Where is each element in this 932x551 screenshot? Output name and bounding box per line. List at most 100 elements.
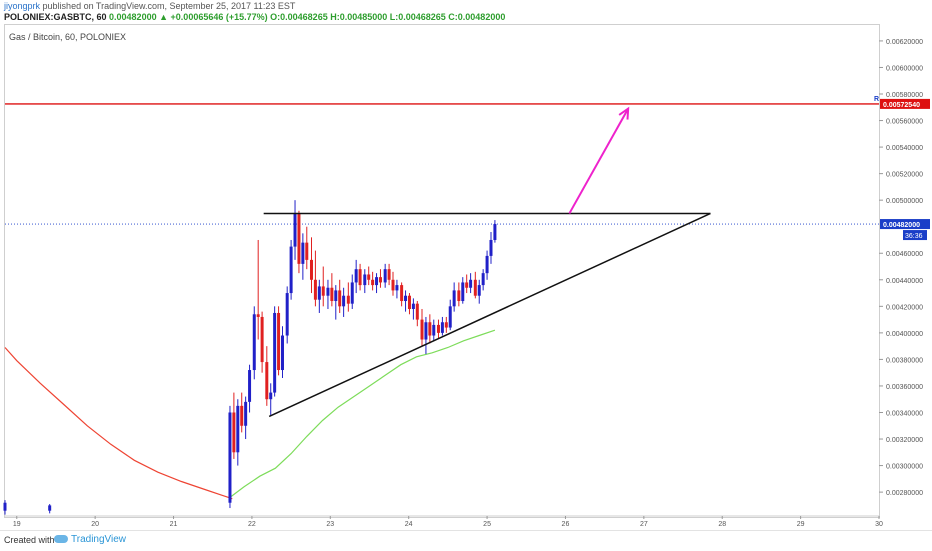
x-tick-label: 29 [797,521,805,528]
candle [469,273,473,294]
candle-body [317,286,321,300]
y-tick-label: 0.00500000 [886,198,923,205]
candle-body [444,322,448,328]
candle [432,319,436,341]
candle [383,263,387,288]
candle-body [424,322,428,340]
candle-body [465,282,469,288]
candle [350,274,354,309]
created-with-text: Created with [4,535,55,545]
candle-body [375,277,379,286]
candle [424,316,428,355]
candle [305,226,309,270]
author-name[interactable]: jiyongprk [4,1,41,11]
candle-body [411,303,415,309]
x-tick-label: 28 [718,521,726,528]
last-price-tag [880,219,930,230]
symbol-info: POLONIEX:GASBTC, 60 0.00482000 ▲ +0.0006… [4,12,505,23]
cloud-icon [54,535,68,544]
candle [3,500,7,515]
candle [48,504,52,514]
chart-frame[interactable] [4,24,880,518]
candle-body [313,279,317,300]
candle-body [378,277,382,283]
candle-body [244,401,248,426]
candle-body [236,405,240,453]
y-tick-label: 0.00540000 [886,145,923,152]
candle [280,326,284,378]
candle-body [436,324,440,333]
candle-body [457,290,461,302]
candle [285,286,289,344]
x-tick-label: 30 [875,521,883,528]
candle-body [404,295,408,302]
y-tick-label: 0.00580000 [886,92,923,99]
candle [461,277,465,304]
y-tick-label: 0.00280000 [886,490,923,497]
x-tick-label: 27 [640,521,648,528]
symbol-line: POLONIEX:GASBTC, 60 [4,12,107,22]
moving-average-fast [229,329,496,498]
candle [415,301,419,327]
candle-body [232,412,236,453]
x-tick-label: 19 [13,521,21,528]
candle [244,396,248,440]
candle-body [256,314,260,317]
price-chart[interactable]: 0.00280000 0.00300000 0.00320000 0.00340000… [0,0,932,530]
y-tick-label: 0.00300000 [886,464,923,471]
candle [326,279,330,309]
candle [387,263,391,286]
footer: Created with TradingView [0,530,932,551]
candle-body [367,274,371,280]
candle [367,266,371,286]
candle-body [400,285,404,302]
y-tick-label: 0.00380000 [886,357,923,364]
candle [317,279,321,313]
candle [277,306,281,376]
trend-up-icon: ▲ [159,12,169,22]
tradingview-logo[interactable]: TradingView [54,534,126,545]
candle [265,346,269,406]
candle [338,279,342,313]
resistance-price-label: 0.00572540 [883,102,920,109]
candle [436,319,440,339]
candle [293,200,297,260]
candle-body [395,285,399,291]
candle [252,306,256,380]
candle-body [334,290,338,302]
publish-info: jiyongprk published on TradingView.com, … [4,1,295,12]
y-tick-label: 0.00520000 [886,172,923,179]
candle [321,266,325,307]
triangle-bottom-line [268,212,711,418]
candle [395,279,399,299]
candle [358,263,362,291]
candle [493,220,497,243]
candle [309,237,313,294]
candle [342,287,346,317]
candle-body [358,269,362,286]
candle [313,250,317,307]
x-tick-label: 26 [562,521,570,528]
candle [444,316,448,333]
candle-body [428,322,432,336]
candle-body [489,239,493,256]
y-tick-label: 0.00320000 [886,437,923,444]
candle [378,269,382,288]
y-tick-label: 0.00400000 [886,331,923,338]
y-tick-label: 0.00620000 [886,39,923,46]
last-price: 0.00482000 [109,12,157,22]
candle-body [420,319,424,340]
candle [411,298,415,320]
x-tick-label: 20 [91,521,99,528]
candle [297,210,301,274]
x-axis: 19 20 21 22 23 24 25 26 27 28 29 30 [5,515,883,528]
candle [354,259,358,294]
candle [228,405,232,509]
projection-arrow [568,108,630,214]
candle [391,271,395,296]
candle-body [440,322,444,333]
y-tick-label: 0.00560000 [886,119,923,126]
candle-body [326,287,330,296]
candle-body [330,287,334,302]
candle [428,314,432,344]
